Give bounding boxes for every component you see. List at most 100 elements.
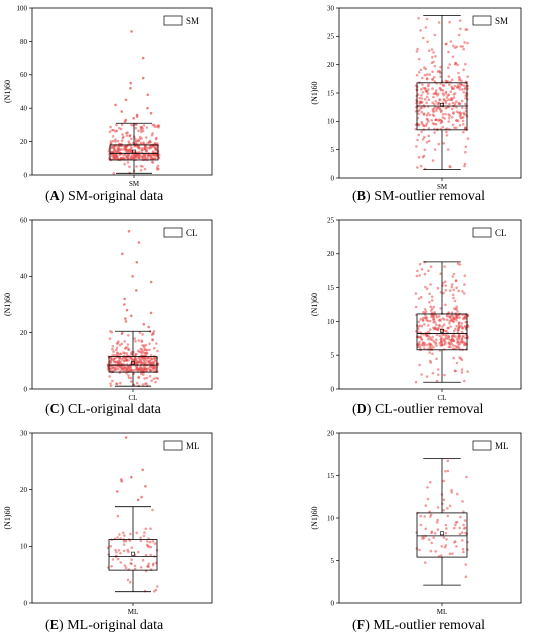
- data-point: [111, 345, 115, 348]
- data-point: [152, 377, 156, 381]
- data-point: [444, 531, 448, 535]
- data-point: [444, 523, 448, 527]
- data-point: [457, 326, 461, 329]
- data-point: [109, 140, 113, 143]
- data-point: [444, 303, 447, 307]
- data-point: [427, 83, 431, 86]
- data-point: [128, 366, 131, 370]
- data-point: [428, 351, 431, 354]
- data-point: [119, 552, 122, 555]
- data-point: [463, 164, 466, 168]
- data-point: [436, 506, 440, 509]
- data-point: [140, 495, 143, 499]
- data-point: [438, 70, 441, 73]
- data-point: [454, 279, 458, 283]
- data-point: [147, 360, 151, 363]
- data-point: [134, 365, 138, 368]
- data-point: [434, 327, 437, 331]
- data-point: [463, 519, 467, 522]
- data-point: [123, 303, 126, 306]
- data-point: [452, 288, 456, 292]
- caption-text: -outlier removal: [393, 402, 484, 417]
- data-point: [139, 347, 143, 351]
- data-point: [453, 62, 457, 66]
- data-point: [435, 333, 439, 337]
- data-point: [113, 368, 116, 372]
- data-point: [427, 269, 430, 273]
- data-point: [138, 331, 142, 334]
- caption-paren-close: ): [366, 189, 374, 204]
- data-point: [421, 83, 424, 86]
- data-point: [429, 513, 433, 517]
- data-point: [450, 488, 453, 492]
- data-point: [419, 164, 423, 168]
- data-point: [442, 536, 446, 539]
- data-point: [147, 562, 150, 566]
- data-point: [147, 565, 150, 568]
- data-point: [461, 330, 464, 334]
- caption-letter: C: [50, 402, 60, 417]
- data-point: [464, 94, 468, 98]
- data-point: [141, 165, 144, 168]
- data-point: [124, 436, 128, 439]
- data-point: [112, 145, 116, 149]
- data-point: [444, 280, 447, 284]
- data-point: [447, 93, 451, 96]
- y-tick-label: 15: [327, 472, 335, 480]
- data-point: [126, 548, 129, 552]
- data-point: [153, 152, 157, 155]
- data-point: [453, 369, 457, 373]
- data-point: [451, 347, 455, 351]
- data-point: [444, 470, 447, 473]
- data-point: [115, 382, 119, 386]
- data-point: [427, 324, 430, 327]
- data-point: [144, 354, 148, 357]
- data-point: [428, 336, 432, 339]
- data-point: [415, 74, 419, 77]
- data-point: [432, 305, 436, 309]
- data-point: [427, 337, 430, 341]
- data-point: [440, 554, 443, 557]
- data-point: [452, 356, 456, 360]
- data-point: [461, 119, 465, 123]
- data-point: [111, 558, 115, 561]
- data-point: [135, 123, 138, 126]
- data-point: [155, 376, 158, 380]
- data-point: [464, 531, 467, 535]
- caption-category: ML: [67, 618, 88, 633]
- data-point: [127, 374, 130, 377]
- data-point: [439, 307, 443, 310]
- data-point: [434, 550, 438, 553]
- data-point: [420, 88, 423, 91]
- x-tick-label: CL: [438, 394, 447, 402]
- legend-swatch: [163, 15, 183, 26]
- data-point: [145, 126, 149, 129]
- panel-caption: (E) ML-original data: [45, 618, 164, 633]
- data-point: [419, 29, 422, 32]
- data-point: [438, 324, 441, 327]
- data-point: [132, 156, 135, 160]
- x-tick-label: SM: [129, 180, 140, 188]
- data-point: [436, 528, 440, 531]
- data-point: [429, 305, 433, 309]
- data-point: [111, 353, 115, 357]
- data-point: [448, 102, 451, 106]
- data-point: [436, 518, 439, 522]
- data-point: [109, 125, 112, 129]
- data-point: [118, 533, 121, 536]
- data-point: [450, 107, 454, 111]
- data-point: [139, 539, 143, 543]
- data-point: [133, 358, 137, 361]
- data-point: [435, 109, 438, 112]
- data-point: [459, 82, 463, 86]
- panel-caption: (A) SM-original data: [45, 189, 164, 204]
- y-tick-label: 20: [327, 250, 335, 258]
- data-point: [434, 99, 438, 103]
- data-point: [112, 128, 115, 132]
- data-point: [128, 580, 132, 584]
- data-point: [123, 147, 127, 150]
- caption-category: CL: [68, 402, 86, 417]
- data-point: [461, 539, 464, 542]
- data-point: [137, 367, 140, 371]
- data-point: [455, 100, 458, 103]
